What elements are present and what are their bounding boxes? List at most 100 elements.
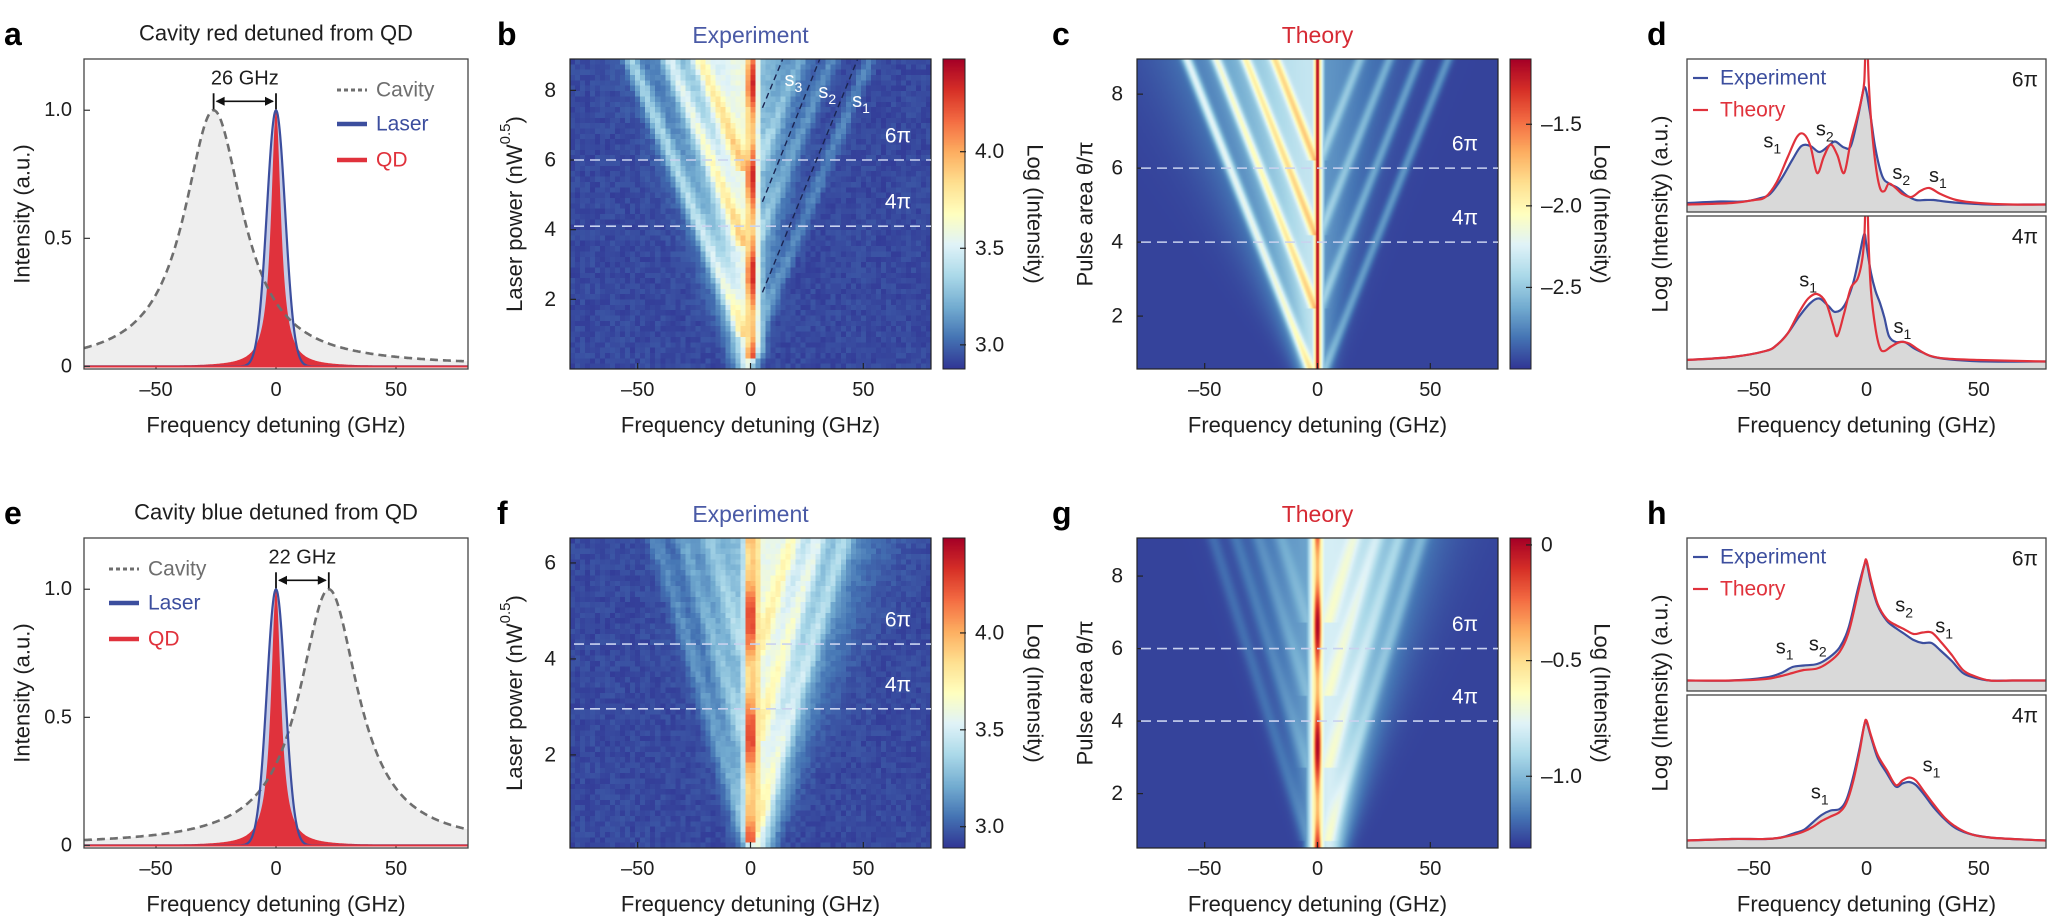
cavity-fill: [84, 589, 468, 846]
chart-title: Cavity red detuned from QD: [139, 21, 413, 46]
x-tick-label: –50: [1188, 379, 1221, 401]
colorbar: [1510, 59, 1531, 369]
sideband-label-base: s: [1809, 634, 1819, 656]
sideband-label: s1: [1776, 637, 1794, 663]
x-tick-label: –50: [621, 858, 654, 880]
plot-area: [84, 108, 468, 368]
plot-frame: [569, 58, 932, 370]
reference-line-label: 6π: [1452, 613, 1478, 636]
sideband-label-base: s: [1776, 637, 1786, 659]
colorbar-frame: [1509, 58, 1532, 370]
sideband-label-subscript: 1: [1809, 280, 1817, 296]
experiment-fill: [1687, 233, 2046, 369]
y-tick-label: 6: [544, 149, 556, 172]
colorbar: [943, 59, 965, 369]
reference-line-label: 4π: [885, 673, 911, 696]
sideband-label: s1: [1811, 782, 1829, 808]
plot-frame: [569, 537, 932, 849]
sideband-label: s1: [1894, 316, 1912, 342]
y-tick-label: 2: [1111, 305, 1123, 328]
pulse-area-label: 4π: [2012, 226, 2038, 249]
x-axis-label: Frequency detuning (GHz): [146, 413, 405, 438]
chart-title: Cavity blue detuned from QD: [134, 500, 418, 525]
x-tick-label: 50: [1419, 379, 1441, 401]
y-tick-label: 0.5: [44, 706, 72, 728]
chart-title: Experiment: [692, 501, 809, 527]
y-axis-label: Log (Intensity) (a.u.): [1648, 116, 1673, 313]
sideband-label: s2: [1895, 595, 1913, 621]
y-tick-label: 4: [544, 218, 556, 241]
sideband-label: s2: [1809, 634, 1827, 660]
sideband-label-subscript: 2: [1826, 129, 1834, 145]
x-tick-label: –50: [1738, 379, 1771, 401]
colorbar-tick-label: 3.5: [975, 237, 1004, 260]
qd-fill: [84, 589, 468, 846]
x-tick-label: 50: [385, 379, 407, 401]
pulse-area-label: 6π: [2012, 548, 2038, 571]
y-tick-label: 2: [544, 743, 556, 766]
sideband-guide-line: [761, 58, 821, 203]
x-tick-label: 0: [270, 379, 281, 401]
panel-label-b: b: [497, 16, 517, 52]
theory-curve: [1687, 558, 2046, 682]
colorbar-tick-label: 3.5: [975, 718, 1004, 741]
detuning-label: 22 GHz: [268, 546, 336, 568]
y-tick-label: 8: [1111, 565, 1123, 588]
y-axis-label: Pulse area θ/π: [1073, 621, 1098, 766]
colorbar-label: Log (Intensity): [1023, 623, 1048, 762]
experiment-fill: [1687, 560, 2046, 691]
panel-label-d: d: [1647, 16, 1667, 52]
y-tick-label: 4: [1111, 231, 1123, 254]
chart-title: Experiment: [692, 22, 809, 48]
y-tick-label: 0.5: [44, 227, 72, 249]
reference-line-label: 6π: [1452, 133, 1478, 156]
y-axis-label: Log (Intensity) (a.u.): [1648, 595, 1673, 792]
sideband-label-base: s: [1923, 755, 1933, 777]
y-axis-label: Laser power (nW0.5): [497, 595, 527, 791]
x-tick-label: –50: [139, 858, 172, 880]
sideband-label-base: s: [852, 90, 862, 112]
legend-label-theory: Theory: [1720, 99, 1786, 122]
plot-area: [1687, 558, 2046, 691]
sideband-label-subscript: 1: [1821, 792, 1829, 808]
x-tick-label: 0: [745, 858, 756, 880]
heatmap-image: [570, 59, 931, 369]
legend: Experiment Theory: [1693, 67, 1826, 122]
chart-title: Theory: [1282, 501, 1354, 527]
x-axis-label: Frequency detuning (GHz): [1188, 892, 1447, 917]
y-tick-label: 0: [61, 355, 72, 377]
x-tick-label: –50: [1188, 858, 1221, 880]
plot-frame: [1686, 58, 2047, 213]
panel-label-h: h: [1647, 495, 1667, 531]
colorbar-tick-label: 0: [1541, 533, 1553, 556]
cavity-fill: [84, 110, 468, 367]
y-axis-label-end: ): [502, 116, 527, 123]
x-tick-label: 0: [1312, 379, 1323, 401]
reference-line-label: 4π: [1452, 207, 1478, 230]
y-tick-label: 8: [1111, 83, 1123, 106]
x-tick-label: 0: [1861, 379, 1872, 401]
panel-label-e: e: [4, 495, 22, 531]
sideband-label-subscript: 2: [1819, 644, 1827, 660]
reference-line-label: 6π: [885, 125, 911, 148]
colorbar-frame: [942, 58, 966, 370]
y-axis-label-superscript: 0.5: [497, 602, 514, 623]
plot-frame: [1686, 537, 2047, 692]
x-axis-label: Frequency detuning (GHz): [621, 413, 880, 438]
sideband-label-subscript: 1: [1786, 647, 1794, 663]
detuning-annotation: 26 GHz: [211, 67, 279, 110]
x-axis-label: Frequency detuning (GHz): [146, 892, 405, 917]
y-tick-label: 1.0: [44, 578, 72, 600]
plot-area: [1687, 216, 2046, 369]
legend-label-experiment: Experiment: [1720, 546, 1826, 569]
sideband-label-base: s: [1799, 270, 1809, 292]
x-tick-label: 50: [1968, 858, 1990, 880]
sideband-guide-line: [761, 58, 859, 293]
theory-curve: [1687, 216, 2046, 363]
x-tick-label: 50: [852, 858, 874, 880]
legend-label-cavity: Cavity: [148, 558, 207, 581]
panel-c: c –50 0 50 Frequency detuning (GHz) 2 4 6 8 6π 4π P…: [1052, 16, 1615, 438]
